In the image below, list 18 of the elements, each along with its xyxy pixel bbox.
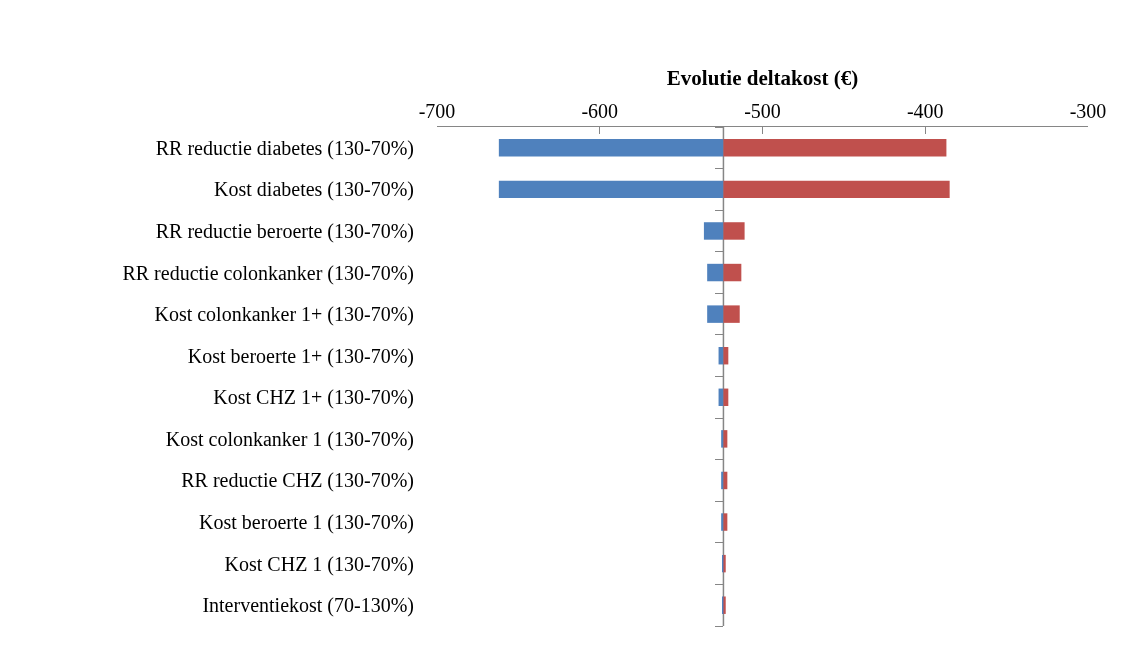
y-tick-label: Kost diabetes (130-70%) [214,178,414,202]
y-tick-label: RR reductie colonkanker (130-70%) [122,261,414,285]
y-tick-label: Kost colonkanker 1+ (130-70%) [154,303,414,327]
y-tick-label: Kost CHZ 1+ (130-70%) [213,386,414,410]
y-tick-label: Kost beroerte 1+ (130-70%) [187,344,414,368]
y-tick-label: Interventiekost (70-130%) [202,594,414,618]
y-tick-label: Kost beroerte 1 (130-70%) [199,511,414,535]
y-tick-label: Kost CHZ 1 (130-70%) [224,552,414,576]
x-axis-title: Evolutie deltakost (€) [666,66,859,91]
x-tick-label: -600 [581,100,619,122]
y-tick-label: Kost colonkanker 1 (130-70%) [165,427,414,451]
y-tick-label: RR reductie CHZ (130-70%) [181,469,414,493]
x-tick-label: -400 [906,100,944,122]
y-tick-label: RR reductie beroerte (130-70%) [155,219,414,243]
y-tick-label: RR reductie diabetes (130-70%) [155,136,414,160]
x-tick-label: -700 [418,100,456,122]
x-tick-label: -300 [1069,100,1107,122]
x-tick-label: -500 [744,100,781,122]
